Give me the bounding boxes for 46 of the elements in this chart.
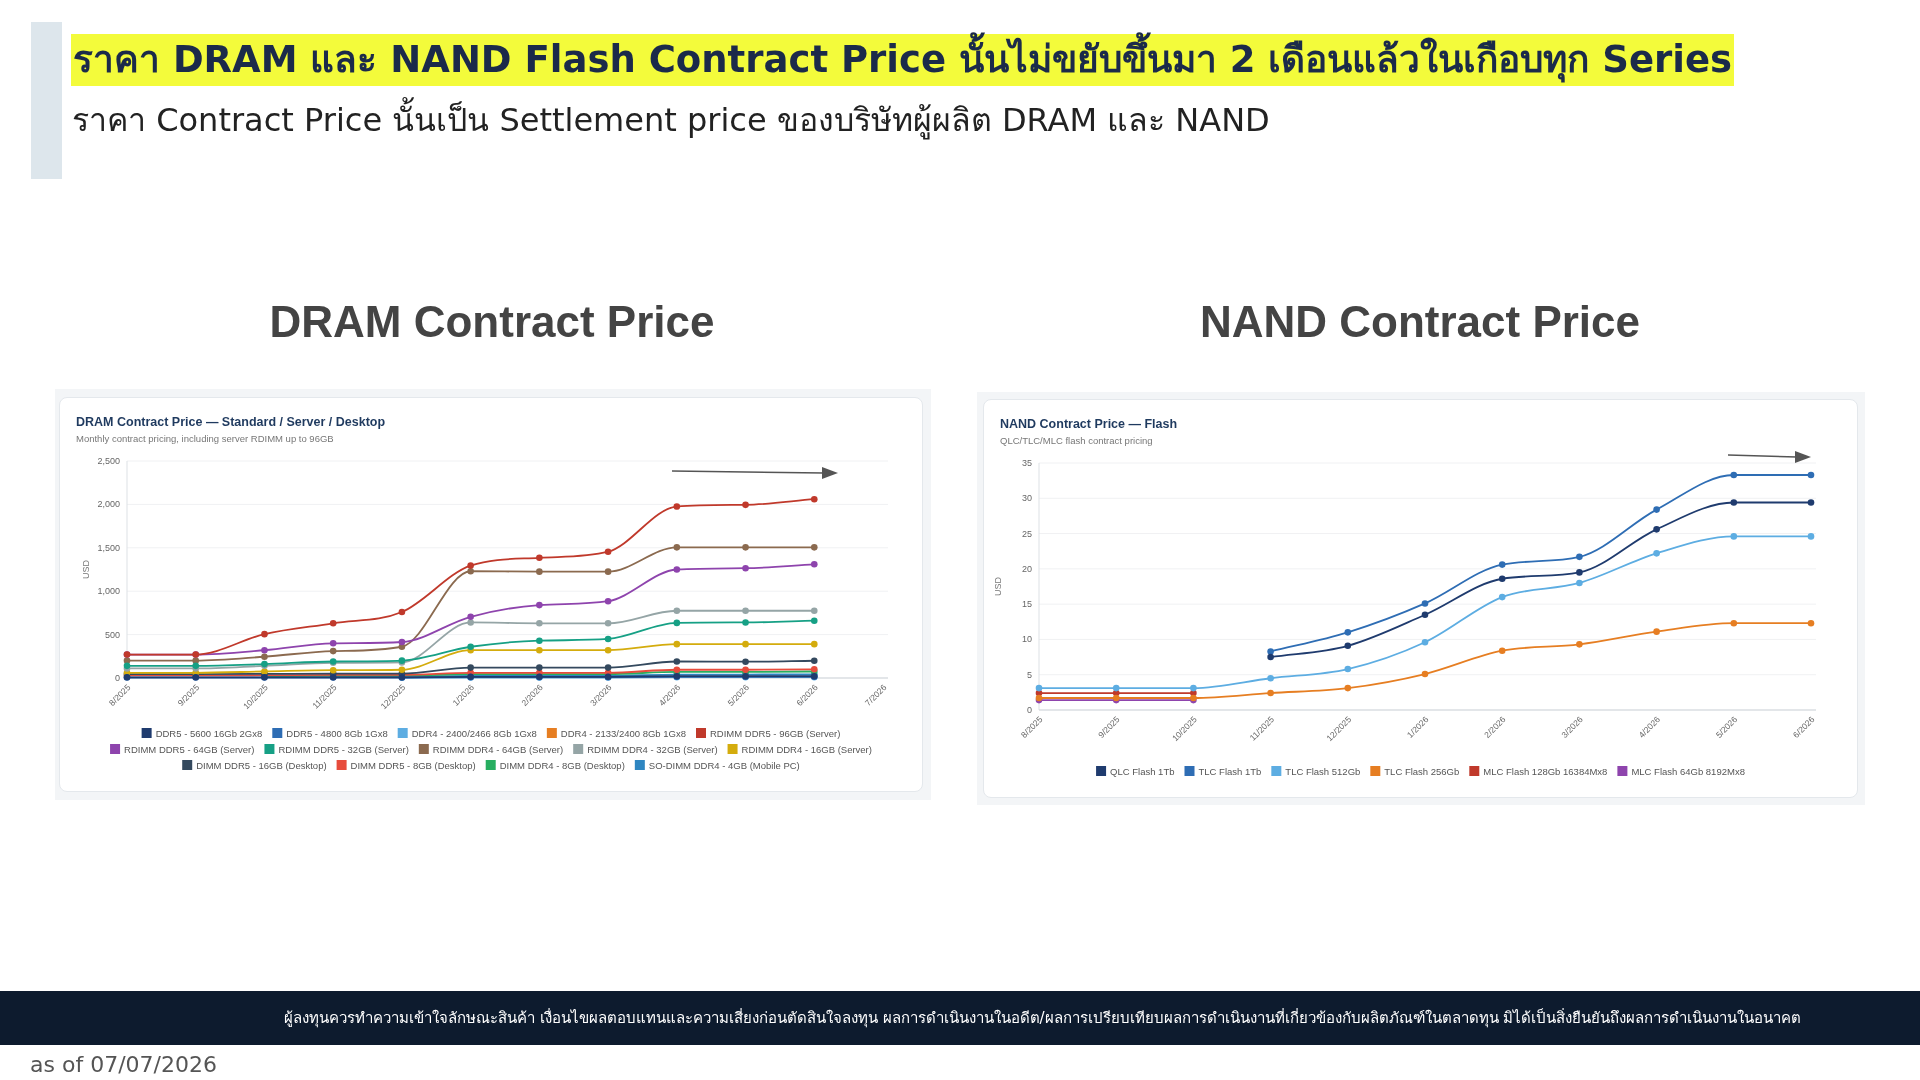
text: ราคา DRAM และ NAND Flash Contract Price นั้นไม่ขยับขึ้นมา 2 เดือนแล้วในเกือบทุก Series [71,34,1735,86]
text: QLC/TLC/MLC flash contract pricing [1000,434,1153,447]
y-tick-label: 20 [1021,563,1032,574]
legend-label: DIMM DDR5 - 16GB (Desktop) [196,760,327,771]
legend-label: RDIMM DDR4 - 16GB (Server) [741,744,872,755]
y-tick-label: 0 [114,673,120,683]
text: Monthly contract pricing, including server RDIMM up to 96GB [76,432,334,445]
legend-label: QLC Flash 1Tb [1110,766,1175,777]
y-tick-label: 15 [1021,599,1032,610]
chart-subtitle: NAND Contract Price — Flash [1000,416,1178,432]
legend-label: RDIMM DDR4 - 32GB (Server) [587,744,718,755]
legend-label: TLC Flash 512Gb [1285,766,1361,777]
chart-title: NAND Contract Price [1198,296,1642,348]
legend-label: RDIMM DDR5 - 32GB (Server) [278,744,409,755]
y-axis-title: USD [993,576,1003,597]
text: ราคา Contract Price นั้นเป็น Settlement price ของบริษัทผู้ผลิต DRAM และ NAND [72,98,1270,142]
legend-label: RDIMM DDR5 - 96GB (Server) [710,728,841,739]
legend-label: DDR4 - 2133/2400 8Gb 1Gx8 [560,728,686,739]
y-tick-label: 35 [1021,458,1032,468]
legend-label: DDR4 - 2400/2466 8Gb 1Gx8 [411,728,537,739]
legend-label: DDR5 - 4800 8Gb 1Gx8 [286,728,388,739]
legend-label: RDIMM DDR4 - 64GB (Server) [432,744,564,755]
legend-label: DDR5 - 5600 16Gb 2Gx8 [155,728,263,739]
legend-label: SO-DIMM DDR4 - 4GB (Mobile PC) [648,760,800,771]
legend-label: MLC Flash 128Gb 16384Mx8 [1483,766,1608,777]
y-tick-label: 0 [1026,705,1032,715]
legend-label: DIMM DDR5 - 8GB (Desktop) [350,760,476,771]
y-tick-label: 1,000 [97,586,120,597]
y-tick-label: 1,500 [97,542,120,553]
chart-title: DRAM Contract Price [268,296,716,348]
y-tick-label: 30 [1021,493,1032,504]
y-tick-label: 5 [1026,669,1032,680]
y-axis-title: USD [81,559,91,580]
legend-label: DIMM DDR4 - 8GB (Desktop) [499,760,625,771]
y-tick-label: 2,000 [97,499,120,510]
y-tick-label: 500 [104,629,120,640]
y-tick-label: 25 [1021,528,1032,539]
text: ผู้ลงทุนควรทำความเข้าใจลักษณะสินค้า เงื่อนไขผลตอบแทนและความเสี่ยงก่อนตัดสินใจลงทุน ผลการดำเนินงานในอดีต/ผลการเปรียบเทียบผลการดำเนินงานที่เกี่ยวข้องกับผลิตภัณฑ์ในตลาดทุน มิได้เป็นสิ่งยืนยันถึงผลการดำเนินงานในอนาคต [284,1007,1802,1030]
legend-label: RDIMM DDR5 - 64GB (Server) [124,744,255,755]
text: as of 07/07/2026 [30,1051,217,1079]
y-tick-label: 2,500 [97,456,120,466]
y-tick-label: 10 [1021,634,1032,645]
legend-label: MLC Flash 64Gb 8192Mx8 [1631,766,1745,777]
legend-label: TLC Flash 1Tb [1198,766,1262,777]
legend-label: TLC Flash 256Gb [1384,766,1460,777]
chart-subtitle: DRAM Contract Price — Standard / Server / Desktop [76,414,386,430]
